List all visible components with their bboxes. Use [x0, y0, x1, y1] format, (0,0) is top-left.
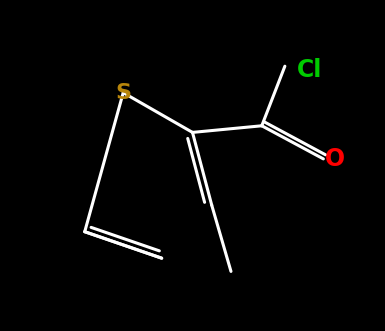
Text: S: S: [115, 83, 131, 103]
Text: O: O: [325, 147, 345, 171]
Text: Cl: Cl: [296, 58, 322, 82]
